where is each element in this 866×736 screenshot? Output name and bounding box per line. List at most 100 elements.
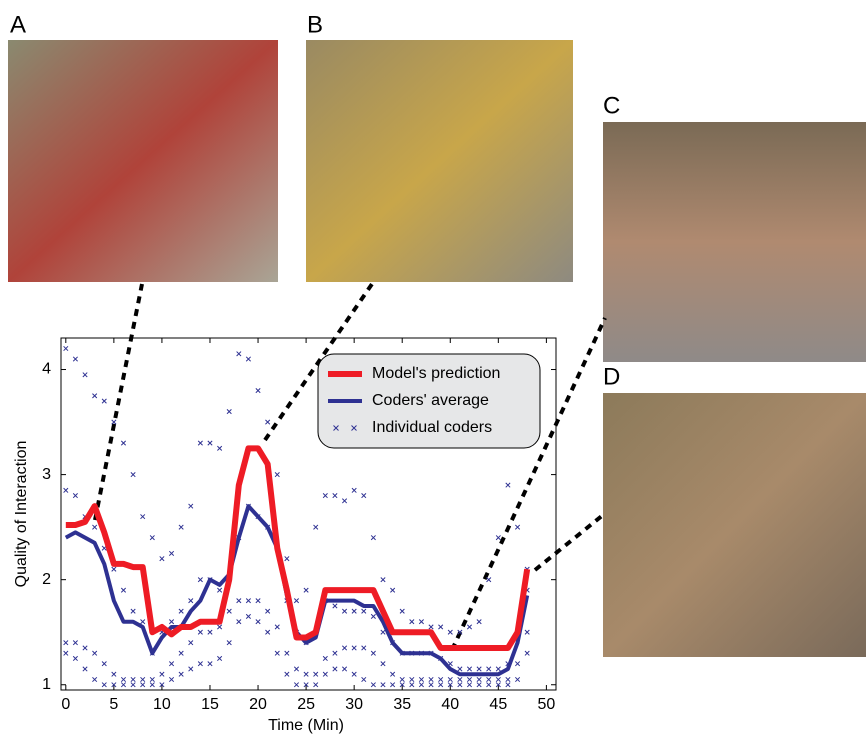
panel-label: A [10,11,26,38]
panel-label: B [307,11,323,38]
marker [496,535,500,539]
legend-label: Individual coders [372,419,492,436]
marker [381,577,385,581]
marker [285,651,289,655]
marker [246,598,250,602]
marker [131,472,135,476]
marker [121,677,125,681]
marker [333,651,337,655]
marker [438,683,442,687]
marker [265,609,269,613]
marker [179,672,183,676]
marker [265,420,269,424]
marker [189,667,193,671]
marker [477,683,481,687]
marker [140,677,144,681]
marker [352,488,356,492]
marker [64,651,68,655]
marker [487,683,491,687]
y-tick-label: 1 [42,676,51,693]
marker [371,683,375,687]
marker [333,493,337,497]
marker [381,662,385,666]
y-tick-label: 4 [42,361,51,378]
marker [189,504,193,508]
marker [458,683,462,687]
marker [92,525,96,529]
x-tick-label: 15 [201,696,219,713]
marker [73,656,77,660]
marker [458,667,462,671]
marker [150,535,154,539]
photo [8,40,278,282]
marker [477,620,481,624]
marker [390,683,394,687]
marker [314,672,318,676]
connectors [95,284,605,650]
marker [208,630,212,634]
marker [419,683,423,687]
series-line [66,448,527,648]
x-tick-label: 50 [537,696,555,713]
marker [352,646,356,650]
marker [189,598,193,602]
marker [256,620,260,624]
marker [400,609,404,613]
marker [227,641,231,645]
marker [179,609,183,613]
marker [256,388,260,392]
marker [323,656,327,660]
marker [429,625,433,629]
x-tick-label: 10 [153,696,171,713]
marker [102,683,106,687]
legend-label: Coders' average [372,392,489,409]
marker [419,677,423,681]
marker [102,662,106,666]
marker [304,588,308,592]
marker [477,677,481,681]
marker [381,683,385,687]
marker [83,373,87,377]
x-tick-label: 20 [249,696,267,713]
marker [390,588,394,592]
marker [487,667,491,671]
marker [227,609,231,613]
marker [121,441,125,445]
marker [246,614,250,618]
marker [73,493,77,497]
marker [467,677,471,681]
marker [160,672,164,676]
marker [410,677,414,681]
panel-label: C [603,92,620,119]
x-axis-label: Time (Min) [268,717,344,734]
marker [352,609,356,613]
marker [381,630,385,634]
x-tick-label: 0 [61,696,70,713]
marker [237,620,241,624]
marker [371,614,375,618]
marker [140,620,144,624]
marker [294,667,298,671]
marker [64,488,68,492]
marker [438,625,442,629]
marker [198,577,202,581]
marker [92,651,96,655]
marker [275,472,279,476]
marker [121,683,125,687]
marker [342,646,346,650]
marker [64,346,68,350]
legend: Model's predictionCoders' averageIndivid… [318,354,540,448]
marker [217,625,221,629]
marker [92,677,96,681]
marker [217,588,221,592]
marker [169,677,173,681]
marker [246,357,250,361]
x-tick-label: 40 [441,696,459,713]
marker [160,556,164,560]
marker [217,656,221,660]
marker [390,672,394,676]
marker [323,672,327,676]
marker [506,683,510,687]
x-tick-label: 5 [109,696,118,713]
marker [448,677,452,681]
